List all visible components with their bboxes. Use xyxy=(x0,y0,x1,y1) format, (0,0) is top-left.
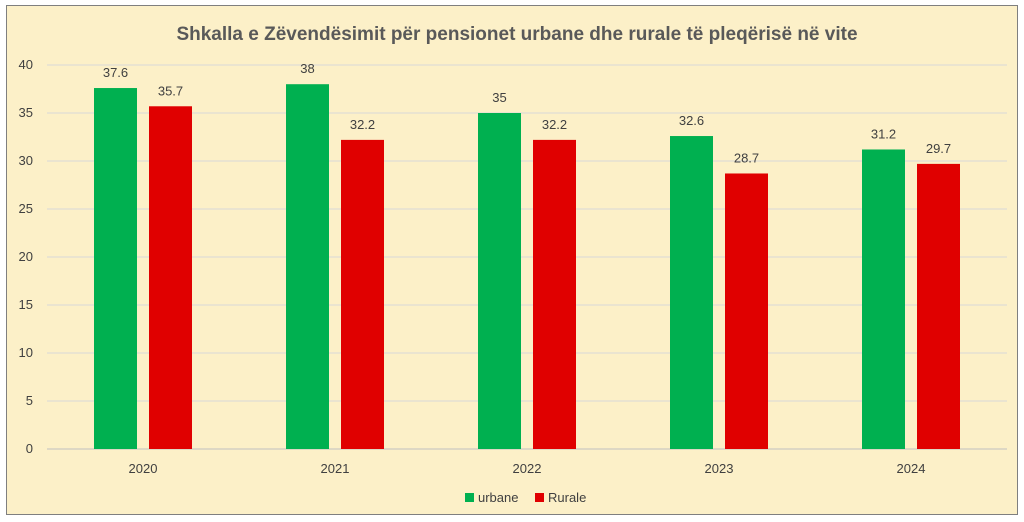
chart-title: Shkalla e Zëvendësimit për pensionet urb… xyxy=(176,24,857,45)
y-tick-label: 25 xyxy=(19,201,33,216)
legend-label-rurale: Rurale xyxy=(548,490,586,505)
y-tick-label: 10 xyxy=(19,345,33,360)
x-tick-label: 2022 xyxy=(513,461,542,476)
chart-frame: Shkalla e Zëvendësimit për pensionet urb… xyxy=(6,5,1018,515)
data-label: 28.7 xyxy=(734,150,759,165)
legend-swatch-rurale xyxy=(535,493,544,502)
legend: urbane Rurale xyxy=(465,490,586,505)
y-tick-label: 40 xyxy=(19,57,33,72)
x-tick-label: 2020 xyxy=(129,461,158,476)
bar-rurale-2024 xyxy=(917,163,960,449)
data-label: 29.7 xyxy=(926,141,951,156)
y-tick-label: 30 xyxy=(19,153,33,168)
bar-rurale-2022 xyxy=(533,139,576,449)
y-axis-ticks: 0 5 10 15 20 25 30 35 40 xyxy=(19,57,33,456)
data-label: 35.7 xyxy=(158,83,183,98)
legend-label-urbane: urbane xyxy=(478,490,518,505)
bar-urbane-2020 xyxy=(94,88,137,449)
gridlines xyxy=(47,64,1007,450)
data-label: 37.6 xyxy=(103,65,128,80)
legend-swatch-urbane xyxy=(465,493,474,502)
data-label: 38 xyxy=(300,61,314,76)
bars xyxy=(94,84,960,450)
data-label: 32.6 xyxy=(679,113,704,128)
bar-chart: Shkalla e Zëvendësimit për pensionet urb… xyxy=(19,24,1007,505)
y-tick-label: 35 xyxy=(19,105,33,120)
bar-urbane-2021 xyxy=(286,84,329,449)
bar-urbane-2022 xyxy=(478,113,521,449)
x-tick-label: 2023 xyxy=(705,461,734,476)
bar-urbane-2024 xyxy=(862,149,905,450)
x-tick-label: 2024 xyxy=(897,461,926,476)
y-tick-label: 15 xyxy=(19,297,33,312)
data-label: 31.2 xyxy=(871,126,896,141)
y-tick-label: 20 xyxy=(19,249,33,264)
data-label: 32.2 xyxy=(542,117,567,132)
data-labels: 37.6 35.7 38 32.2 35 32.2 32.6 28.7 31.2 29.7 xyxy=(103,61,951,165)
bar-rurale-2023 xyxy=(725,173,768,450)
y-tick-label: 0 xyxy=(26,441,33,456)
bar-rurale-2021 xyxy=(341,139,384,449)
data-label: 35 xyxy=(492,90,506,105)
x-tick-label: 2021 xyxy=(321,461,350,476)
bar-rurale-2020 xyxy=(149,106,192,449)
x-axis-ticks: 2020 2021 2022 2023 2024 xyxy=(129,461,926,476)
y-tick-label: 5 xyxy=(26,393,33,408)
data-label: 32.2 xyxy=(350,117,375,132)
bar-urbane-2023 xyxy=(670,136,713,450)
